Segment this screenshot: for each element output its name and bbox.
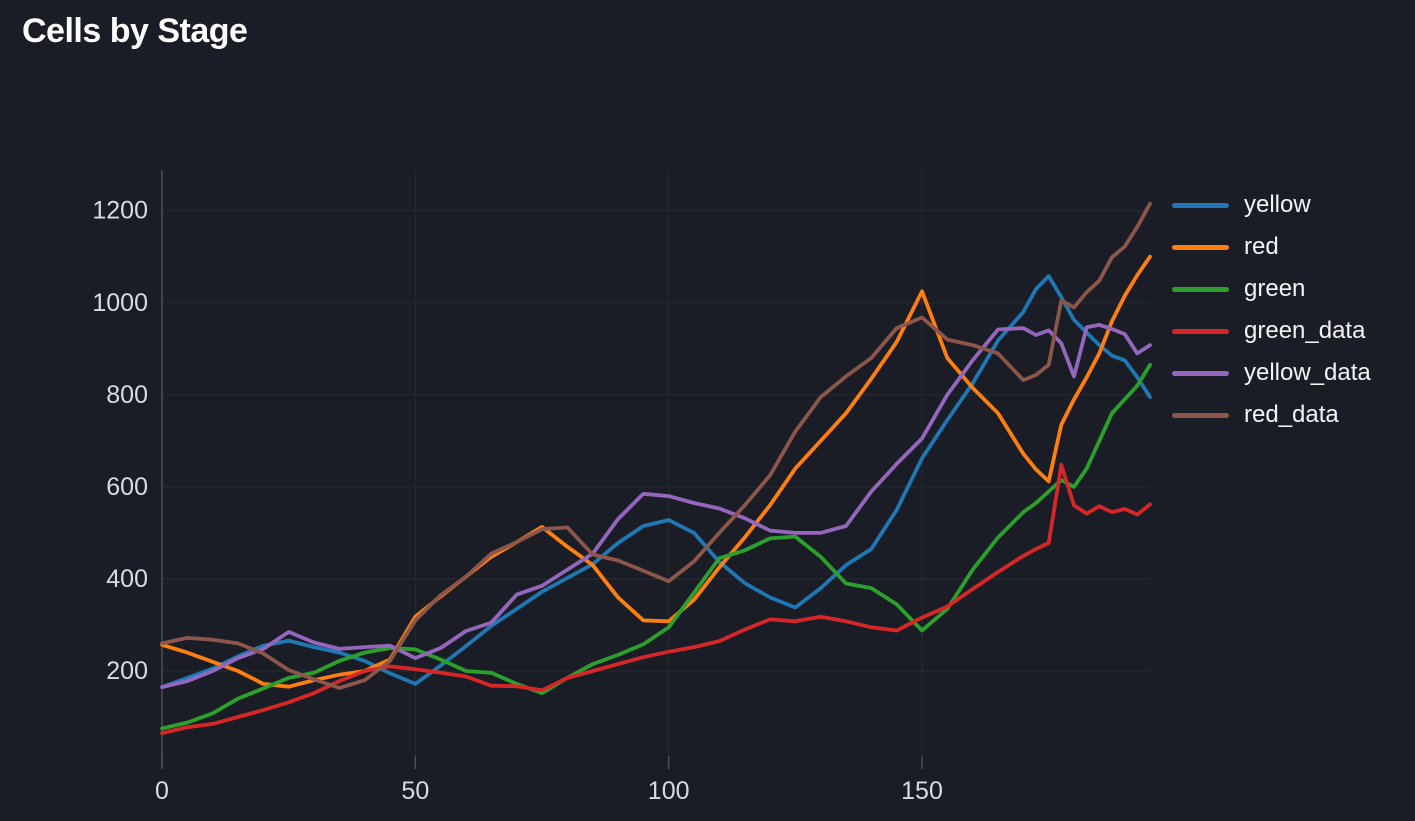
legend-swatch-green <box>1172 286 1229 292</box>
legend-item-red_data: red_data <box>1172 394 1371 436</box>
legend-label-green: green <box>1244 275 1306 302</box>
y-tick-label-1000: 1000 <box>92 289 148 317</box>
legend-label-red_data: red_data <box>1244 401 1339 428</box>
y-tick-label-200: 200 <box>106 657 148 685</box>
y-tick-label-400: 400 <box>106 565 148 593</box>
y-tick-label-800: 800 <box>106 381 148 409</box>
y-tick-label-600: 600 <box>106 473 148 501</box>
legend-label-yellow_data: yellow_data <box>1244 359 1371 386</box>
legend-label-red: red <box>1244 233 1279 260</box>
legend-label-green_data: green_data <box>1244 317 1366 344</box>
series-line-yellow <box>160 274 1152 689</box>
legend: yellow red green green_data yellow_data red_d… <box>1172 184 1371 436</box>
series-line-yellow_data <box>160 322 1152 689</box>
chart-title: Cells by Stage <box>22 12 248 50</box>
legend-item-green_data: green_data <box>1172 310 1371 352</box>
series-line-green_data <box>160 462 1152 735</box>
x-tick-label-0: 0 <box>155 777 169 805</box>
legend-item-yellow_data: yellow_data <box>1172 352 1371 394</box>
legend-swatch-red_data <box>1172 412 1229 418</box>
x-tick-label-50: 50 <box>401 777 429 805</box>
legend-label-yellow: yellow <box>1244 191 1311 218</box>
y-tick-label-1200: 1200 <box>92 197 148 225</box>
legend-swatch-green_data <box>1172 328 1229 334</box>
legend-item-yellow: yellow <box>1172 184 1371 226</box>
x-tick-label-150: 150 <box>901 777 943 805</box>
series-line-red_data <box>160 201 1152 690</box>
series-line-red <box>160 254 1152 689</box>
legend-item-red: red <box>1172 226 1371 268</box>
legend-swatch-yellow <box>1172 202 1229 208</box>
legend-swatch-yellow_data <box>1172 370 1229 376</box>
x-tick-label-100: 100 <box>648 777 690 805</box>
legend-swatch-red <box>1172 244 1229 250</box>
legend-item-green: green <box>1172 268 1371 310</box>
